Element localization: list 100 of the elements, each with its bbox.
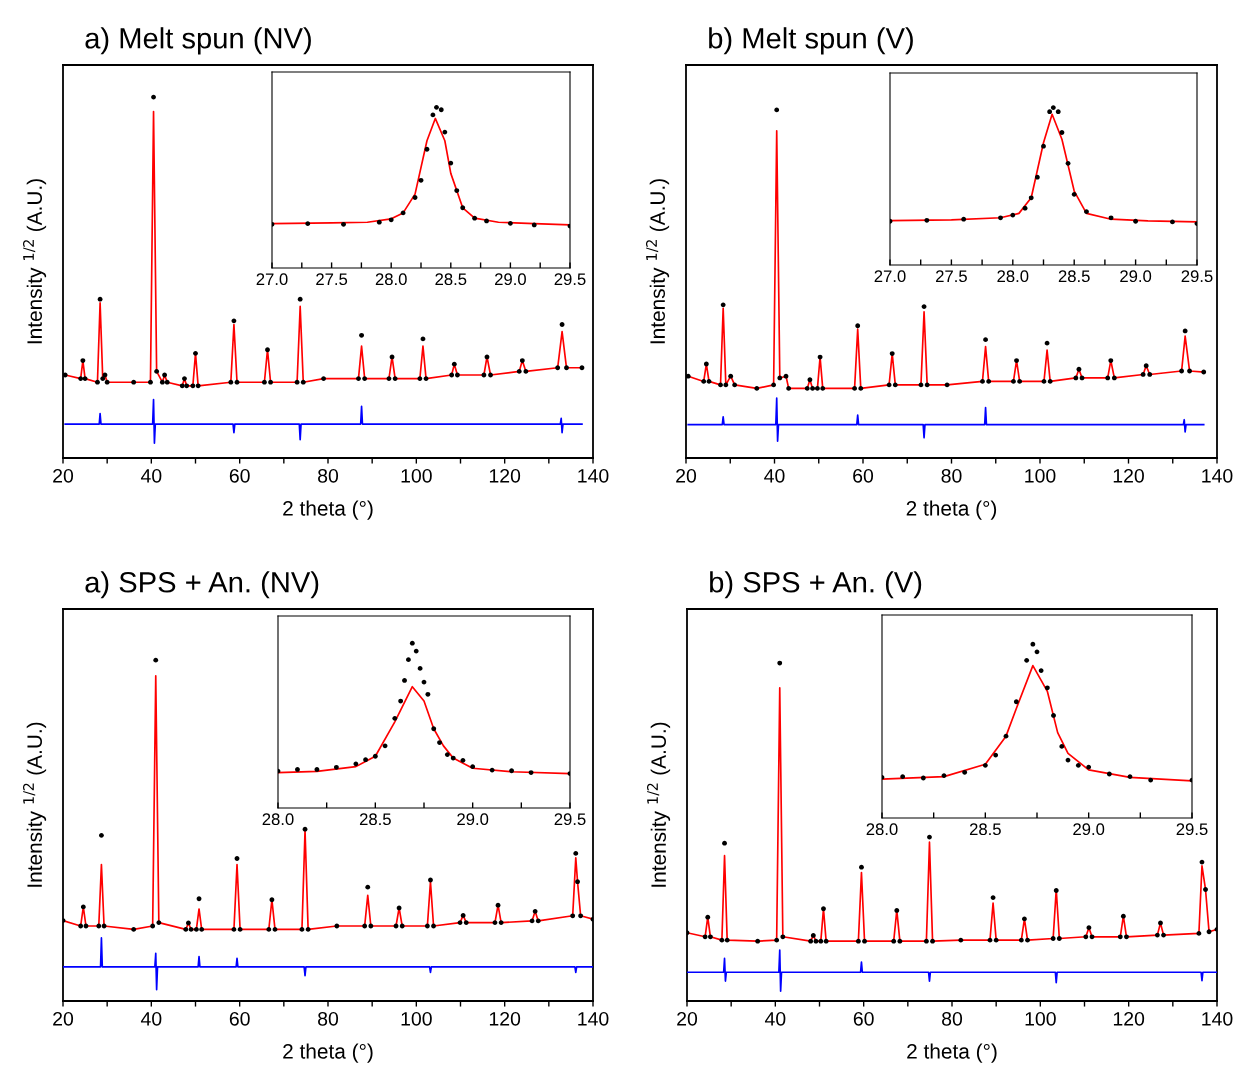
point (1044, 685, 1050, 691)
point (980, 379, 985, 384)
point (1071, 191, 1077, 197)
point (63, 372, 68, 378)
x-tick-label: 80 (941, 468, 962, 483)
point (1133, 218, 1139, 224)
point (376, 219, 382, 225)
point (295, 767, 300, 772)
point (80, 904, 86, 910)
point (1017, 379, 1023, 384)
x-tick-label: 20 (53, 1011, 74, 1026)
point (728, 373, 734, 379)
y-axis-title: Intensity $^{1/2}$ (A.U.) (647, 722, 671, 887)
point (341, 221, 346, 227)
point (418, 177, 424, 183)
point (982, 762, 988, 768)
point (852, 385, 857, 391)
x-tick-label: 28.0 (866, 823, 898, 836)
point (1105, 375, 1111, 381)
point (1051, 713, 1056, 718)
point (804, 385, 810, 391)
point (438, 107, 444, 113)
x-tick-label: 100 (1025, 468, 1056, 483)
point (815, 385, 820, 391)
x-tick-label: 29.0 (1120, 270, 1152, 283)
point (448, 160, 454, 166)
point (470, 764, 476, 770)
point (724, 937, 730, 943)
x-tick-label: 80 (318, 1011, 339, 1026)
point (519, 358, 525, 363)
point (463, 920, 469, 926)
point (702, 934, 708, 940)
point (1011, 379, 1016, 384)
point (701, 379, 707, 384)
y-axis-title: Intensity $^{1/2}$ (A.U.) (23, 179, 47, 344)
x-tick-label: 20 (676, 468, 697, 483)
point (131, 927, 137, 932)
point (686, 373, 691, 379)
x-tick-label: 140 (578, 468, 609, 483)
point (1086, 925, 1092, 931)
x-tick-label: 20 (677, 1011, 698, 1026)
x-tick-label: 27.0 (874, 270, 906, 283)
x-axis-title: 2 theta (°) (283, 1043, 373, 1063)
point (362, 376, 368, 382)
x-tick-label: 60 (853, 1011, 874, 1026)
point (920, 775, 926, 781)
x-tick-label: 120 (1113, 468, 1144, 483)
x-tick-label: 40 (140, 1011, 162, 1026)
point (1143, 363, 1149, 369)
point (95, 379, 100, 385)
x-tick-label: 140 (1202, 1011, 1233, 1026)
point (962, 769, 968, 775)
point (1148, 777, 1154, 783)
point (156, 920, 162, 926)
point (862, 938, 867, 944)
point (818, 938, 824, 944)
point (1025, 937, 1030, 943)
point (774, 937, 780, 943)
point (1076, 366, 1082, 372)
x-tick-label: 20 (53, 468, 74, 483)
x-tick-label: 100 (1025, 1011, 1056, 1026)
point (1028, 195, 1034, 201)
point (821, 906, 826, 912)
point (353, 761, 359, 767)
point (855, 323, 861, 329)
x-tick-label: 60 (853, 468, 874, 483)
point (450, 755, 456, 761)
point (900, 774, 906, 780)
point (182, 376, 187, 382)
point (159, 379, 165, 385)
point (333, 764, 339, 770)
point (923, 938, 929, 944)
point (1111, 375, 1117, 381)
x-tick-label: 40 (140, 468, 162, 483)
point (472, 215, 478, 221)
point (986, 379, 992, 384)
point (1022, 916, 1027, 922)
point (195, 383, 201, 389)
x-tick-label: 28.0 (375, 273, 407, 286)
x-tick-label: 29.0 (457, 813, 489, 826)
point (392, 376, 398, 382)
point (509, 768, 515, 774)
point (388, 217, 394, 223)
point (1010, 212, 1016, 218)
x-tick-label: 28.5 (969, 823, 1001, 836)
point (413, 648, 419, 654)
point (780, 934, 786, 940)
point (460, 913, 466, 918)
point (305, 221, 311, 227)
point (266, 927, 272, 932)
x-tick-label: 120 (489, 468, 521, 483)
point (104, 379, 110, 385)
point (894, 908, 900, 913)
point (372, 753, 378, 759)
point (392, 715, 398, 721)
x-tick-label: 27.5 (936, 270, 967, 283)
point (523, 368, 529, 374)
point (1120, 913, 1126, 919)
point (1154, 932, 1160, 938)
point (261, 379, 267, 385)
